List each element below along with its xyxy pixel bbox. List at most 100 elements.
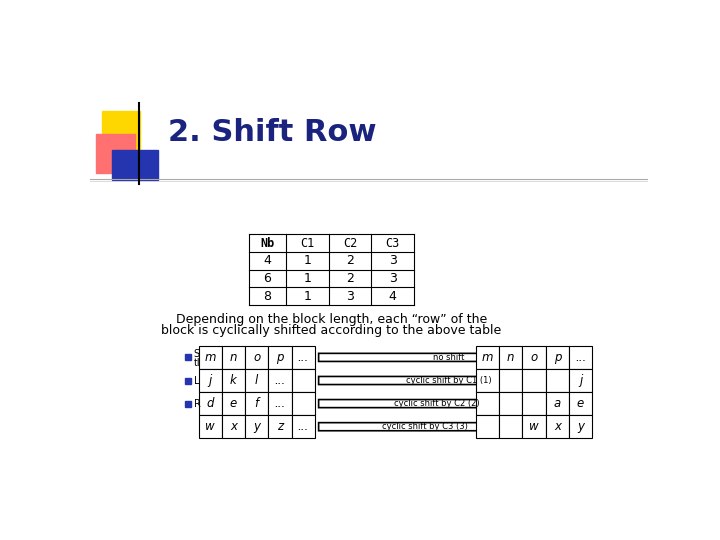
Bar xyxy=(245,346,269,369)
Bar xyxy=(546,392,569,415)
Text: 1: 1 xyxy=(303,289,311,303)
Bar xyxy=(269,369,292,392)
Polygon shape xyxy=(319,373,593,388)
Text: y: y xyxy=(577,420,584,433)
Text: 3: 3 xyxy=(389,272,397,285)
Bar xyxy=(523,392,546,415)
Text: ...: ... xyxy=(297,420,309,433)
Text: z: z xyxy=(276,420,283,433)
Bar xyxy=(199,415,222,438)
Bar xyxy=(569,346,593,369)
Text: e: e xyxy=(230,397,237,410)
Text: 2: 2 xyxy=(346,272,354,285)
Text: 4: 4 xyxy=(264,254,271,267)
Bar xyxy=(199,346,222,369)
Bar xyxy=(222,369,245,392)
Bar xyxy=(222,415,245,438)
Bar xyxy=(569,415,593,438)
Bar xyxy=(199,392,222,415)
Text: m: m xyxy=(204,351,216,364)
Bar xyxy=(222,346,245,369)
Text: o: o xyxy=(531,351,538,364)
Text: f: f xyxy=(255,397,258,410)
Text: l: l xyxy=(255,374,258,387)
Text: m: m xyxy=(482,351,493,364)
Bar xyxy=(476,346,499,369)
Text: L: L xyxy=(194,375,199,386)
Text: no shift: no shift xyxy=(433,353,464,362)
Text: 2. Shift Row: 2. Shift Row xyxy=(168,118,376,147)
Text: 8: 8 xyxy=(264,289,271,303)
Bar xyxy=(292,392,315,415)
Text: d: d xyxy=(207,397,214,410)
Text: p: p xyxy=(554,351,561,364)
Polygon shape xyxy=(319,396,569,411)
Text: j: j xyxy=(209,374,212,387)
Text: p: p xyxy=(276,351,284,364)
Bar xyxy=(199,369,222,392)
Bar xyxy=(222,392,245,415)
Bar xyxy=(546,369,569,392)
Polygon shape xyxy=(96,134,135,173)
Polygon shape xyxy=(102,111,140,153)
Bar xyxy=(523,369,546,392)
Bar xyxy=(269,415,292,438)
Bar xyxy=(269,392,292,415)
Text: ...: ... xyxy=(274,397,286,410)
Bar xyxy=(245,415,269,438)
Bar xyxy=(292,369,315,392)
Text: Depending on the block length, each “row” of the: Depending on the block length, each “row… xyxy=(176,313,487,326)
Text: block is cyclically shifted according to the above table: block is cyclically shifted according to… xyxy=(161,323,502,336)
Text: j: j xyxy=(579,374,582,387)
Text: R: R xyxy=(194,399,201,409)
Polygon shape xyxy=(319,350,593,365)
Text: ...: ... xyxy=(575,351,586,364)
Text: cyclic shift by C3 (3): cyclic shift by C3 (3) xyxy=(382,422,468,431)
Bar xyxy=(476,369,499,392)
Text: S: S xyxy=(194,349,200,359)
Bar xyxy=(546,346,569,369)
Bar xyxy=(499,392,523,415)
Text: 1: 1 xyxy=(303,272,311,285)
Text: 6: 6 xyxy=(264,272,271,285)
Bar xyxy=(546,415,569,438)
Text: 3: 3 xyxy=(346,289,354,303)
Bar xyxy=(292,415,315,438)
Text: a: a xyxy=(554,397,561,410)
Text: C3: C3 xyxy=(385,237,400,249)
Bar xyxy=(499,369,523,392)
Bar xyxy=(523,346,546,369)
Text: tl: tl xyxy=(194,358,200,368)
Text: 2: 2 xyxy=(346,254,354,267)
Bar xyxy=(476,415,499,438)
Text: y: y xyxy=(253,420,260,433)
Bar xyxy=(499,415,523,438)
Text: C1: C1 xyxy=(300,237,315,249)
Bar xyxy=(476,392,499,415)
Text: e: e xyxy=(577,397,584,410)
Text: ...: ... xyxy=(297,351,309,364)
Bar xyxy=(523,415,546,438)
Bar xyxy=(292,346,315,369)
Text: x: x xyxy=(230,420,237,433)
Text: n: n xyxy=(230,351,237,364)
Text: w: w xyxy=(529,420,539,433)
Text: o: o xyxy=(253,351,260,364)
Text: cyclic shift by C1 (1): cyclic shift by C1 (1) xyxy=(405,376,491,385)
Polygon shape xyxy=(319,419,546,434)
Bar xyxy=(245,369,269,392)
Text: 3: 3 xyxy=(389,254,397,267)
Text: Nb: Nb xyxy=(261,237,274,249)
Text: 4: 4 xyxy=(389,289,397,303)
Text: n: n xyxy=(507,351,515,364)
Bar xyxy=(569,369,593,392)
Bar xyxy=(569,392,593,415)
Bar xyxy=(269,346,292,369)
Text: w: w xyxy=(205,420,215,433)
Text: ...: ... xyxy=(274,374,286,387)
Text: x: x xyxy=(554,420,561,433)
Text: 1: 1 xyxy=(303,254,311,267)
Polygon shape xyxy=(112,150,158,180)
Bar xyxy=(499,346,523,369)
Bar xyxy=(245,392,269,415)
